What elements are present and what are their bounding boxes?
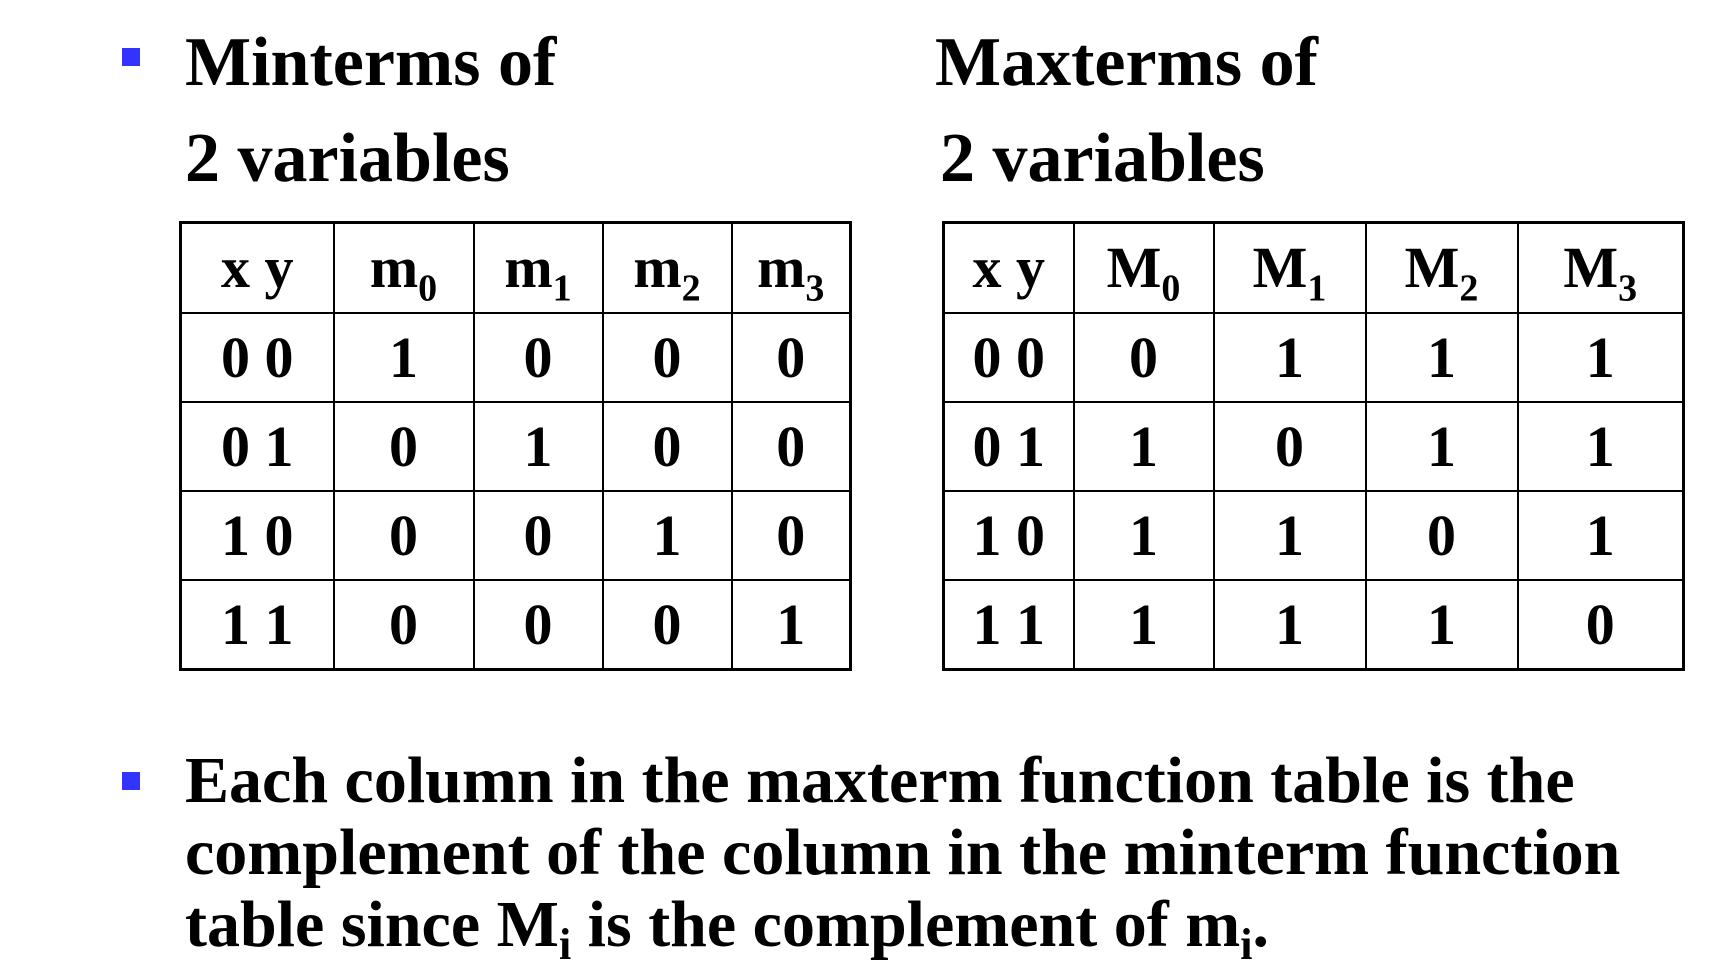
header-cell: m3 bbox=[730, 221, 852, 314]
table-cell: 1 0 bbox=[942, 490, 1075, 581]
header-cell: x y bbox=[942, 221, 1075, 314]
table-cell: 0 bbox=[1212, 401, 1367, 492]
minterm-table: x y m0 m1 m2 m3 0 0 1 0 0 0 0 1 0 1 0 0 … bbox=[179, 221, 852, 671]
table-cell: 0 bbox=[332, 490, 475, 581]
table-cell: 1 bbox=[1516, 401, 1685, 492]
table-cell: 0 1 bbox=[179, 401, 335, 492]
table-cell: 1 bbox=[1212, 579, 1367, 671]
maxterms-heading-line2: 2 variables bbox=[940, 120, 1265, 197]
table-cell: 0 bbox=[601, 312, 733, 403]
header-cell: x y bbox=[179, 221, 335, 314]
table-row: 1 0 0 0 1 0 bbox=[179, 490, 852, 581]
table-cell: 0 bbox=[472, 312, 604, 403]
table-cell: 1 bbox=[1072, 401, 1215, 492]
complement-note: Each column in the maxterm function tabl… bbox=[185, 744, 1621, 970]
table-cell: 0 bbox=[472, 490, 604, 581]
table-cell: 1 bbox=[472, 401, 604, 492]
table-cell: 0 0 bbox=[942, 312, 1075, 403]
table-header-row: x y M0 M1 M2 M3 bbox=[942, 221, 1685, 314]
table-row: 0 1 0 1 0 0 bbox=[179, 401, 852, 492]
table-cell: 0 bbox=[332, 401, 475, 492]
table-cell: 0 bbox=[601, 401, 733, 492]
table-cell: 0 bbox=[472, 579, 604, 671]
table-cell: 0 1 bbox=[942, 401, 1075, 492]
table-cell: 0 bbox=[332, 579, 475, 671]
minterms-heading-line1: Minterms of bbox=[185, 24, 557, 101]
table-cell: 0 bbox=[1364, 490, 1519, 581]
table-cell: 0 bbox=[730, 490, 852, 581]
header-cell: m0 bbox=[332, 221, 475, 314]
table-cell: 0 bbox=[730, 312, 852, 403]
table-row: 1 1 0 0 0 1 bbox=[179, 579, 852, 671]
table-cell: 1 bbox=[1212, 312, 1367, 403]
header-cell: M0 bbox=[1072, 221, 1215, 314]
header-cell: m2 bbox=[601, 221, 733, 314]
header-cell: M1 bbox=[1212, 221, 1367, 314]
bullet-marker bbox=[122, 48, 140, 66]
table-row: 0 1 1 0 1 1 bbox=[942, 401, 1685, 492]
table-cell: 1 bbox=[1516, 312, 1685, 403]
maxterms-heading-line1: Maxterms of bbox=[935, 24, 1318, 101]
table-cell: 1 bbox=[1212, 490, 1367, 581]
table-row: 0 0 0 1 1 1 bbox=[942, 312, 1685, 403]
table-cell: 1 bbox=[1072, 579, 1215, 671]
table-row: 0 0 1 0 0 0 bbox=[179, 312, 852, 403]
table-cell: 0 bbox=[1072, 312, 1215, 403]
minterms-heading-line2: 2 variables bbox=[185, 120, 510, 197]
header-cell: m1 bbox=[472, 221, 604, 314]
table-header-row: x y m0 m1 m2 m3 bbox=[179, 221, 852, 314]
table-cell: 0 bbox=[601, 579, 733, 671]
table-cell: 1 1 bbox=[942, 579, 1075, 671]
table-cell: 1 bbox=[1072, 490, 1215, 581]
table-cell: 1 0 bbox=[179, 490, 335, 581]
table-cell: 1 bbox=[1364, 579, 1519, 671]
table-cell: 1 bbox=[601, 490, 733, 581]
bullet-marker bbox=[122, 772, 140, 790]
table-cell: 0 bbox=[730, 401, 852, 492]
maxterm-table: x y M0 M1 M2 M3 0 0 0 1 1 1 0 1 1 0 1 1 … bbox=[942, 221, 1685, 671]
table-cell: 0 0 bbox=[179, 312, 335, 403]
table-cell: 1 bbox=[1516, 490, 1685, 581]
table-cell: 0 bbox=[1516, 579, 1685, 671]
table-cell: 1 bbox=[730, 579, 852, 671]
table-cell: 1 bbox=[1364, 312, 1519, 403]
table-row: 1 1 1 1 1 0 bbox=[942, 579, 1685, 671]
header-cell: M3 bbox=[1516, 221, 1685, 314]
table-row: 1 0 1 1 0 1 bbox=[942, 490, 1685, 581]
table-cell: 1 1 bbox=[179, 579, 335, 671]
header-cell: M2 bbox=[1364, 221, 1519, 314]
table-cell: 1 bbox=[1364, 401, 1519, 492]
table-cell: 1 bbox=[332, 312, 475, 403]
